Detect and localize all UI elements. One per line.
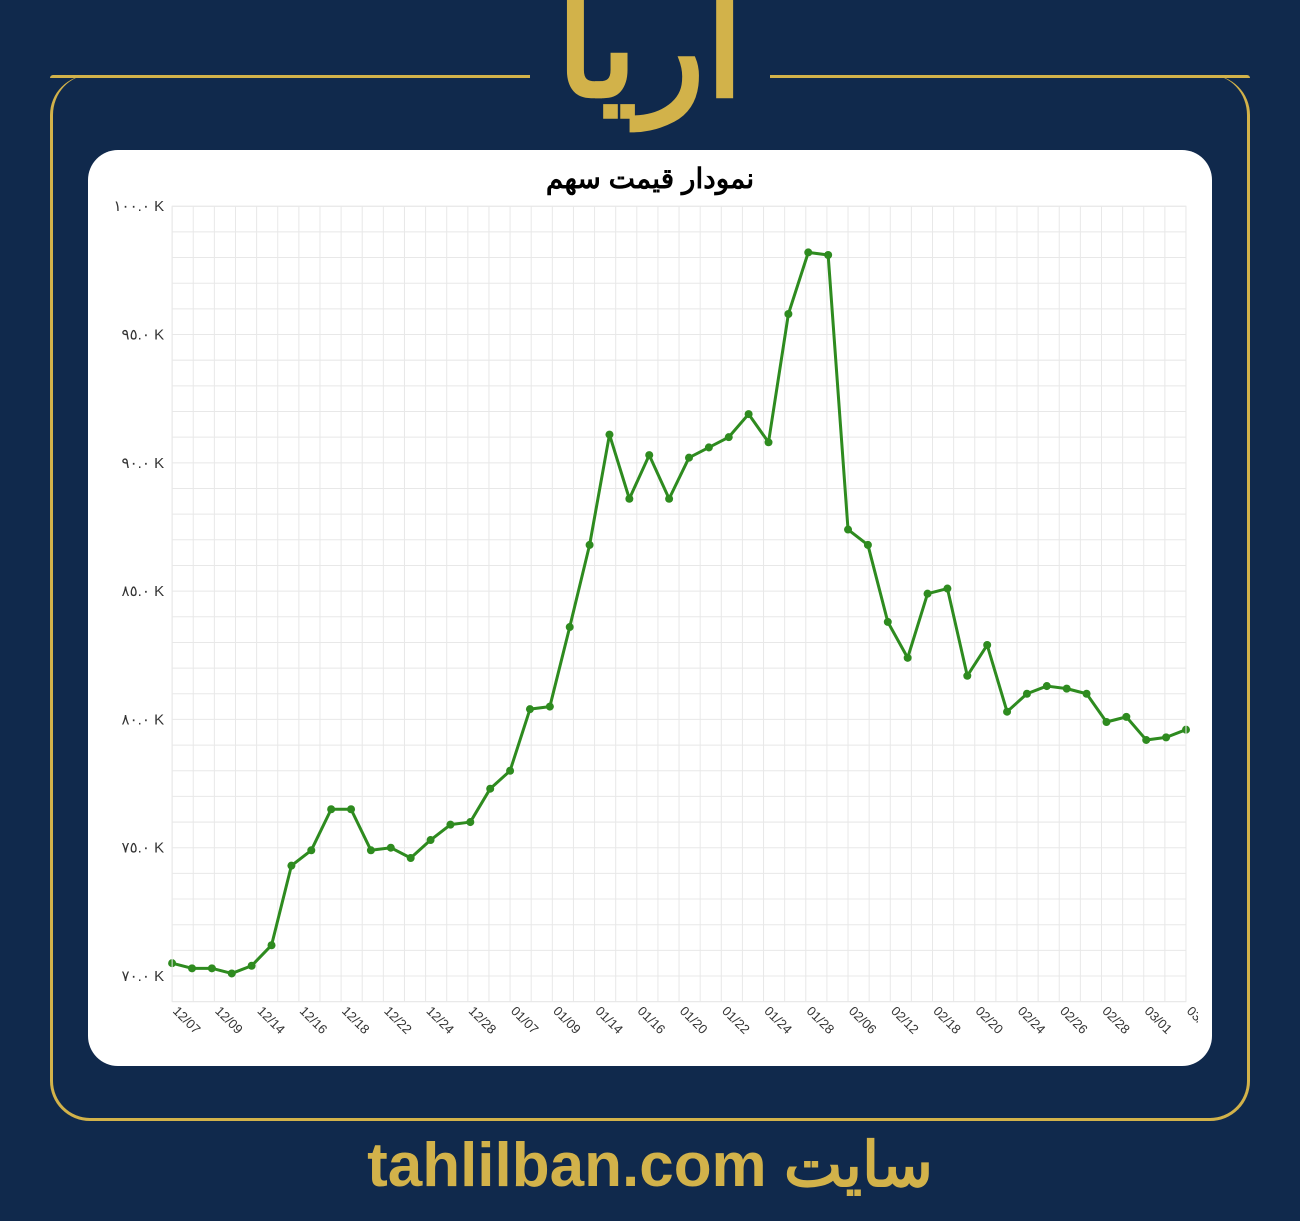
svg-text:12/14: 12/14	[254, 1003, 288, 1037]
footer-text: سایت tahlilban.com	[0, 1128, 1300, 1201]
svg-text:٧٥.٠ K: ٧٥.٠ K	[122, 840, 165, 857]
price-line-chart: ٧٠.٠ K ٧٥.٠ K ٨٠.٠ K ٨٥.٠ K ٩٠.٠ K ٩٥.٠ K ١٠٠.…	[102, 199, 1198, 1058]
svg-text:02/18: 02/18	[930, 1003, 964, 1037]
svg-text:02/12: 02/12	[888, 1003, 922, 1037]
svg-text:01/28: 01/28	[804, 1003, 838, 1037]
svg-text:01/24: 01/24	[761, 1003, 795, 1037]
svg-text:02/06: 02/06	[846, 1003, 880, 1037]
svg-text:١٠٠.٠ K: ١٠٠.٠ K	[113, 199, 164, 215]
svg-text:12/18: 12/18	[339, 1003, 373, 1037]
svg-text:12/24: 12/24	[423, 1003, 457, 1037]
svg-text:12/07: 12/07	[170, 1003, 204, 1037]
svg-text:02/24: 02/24	[1015, 1003, 1049, 1037]
svg-text:01/20: 01/20	[677, 1003, 711, 1037]
svg-text:01/14: 01/14	[592, 1003, 626, 1037]
svg-text:01/22: 01/22	[719, 1003, 753, 1037]
svg-text:01/09: 01/09	[550, 1003, 584, 1037]
svg-text:02/20: 02/20	[973, 1003, 1007, 1037]
svg-text:٩٥.٠ K: ٩٥.٠ K	[122, 327, 165, 344]
chart-title: نمودار قیمت سهم	[102, 162, 1198, 195]
svg-text:02/28: 02/28	[1099, 1003, 1133, 1037]
svg-text:٨٠.٠ K: ٨٠.٠ K	[122, 711, 165, 728]
svg-text:12/16: 12/16	[297, 1003, 331, 1037]
svg-text:12/28: 12/28	[466, 1003, 500, 1037]
svg-text:12/09: 12/09	[212, 1003, 246, 1037]
chart-plot-area: ٧٠.٠ K ٧٥.٠ K ٨٠.٠ K ٨٥.٠ K ٩٠.٠ K ٩٥.٠ K ١٠٠.…	[102, 199, 1198, 1058]
footer-prefix: سایت	[784, 1131, 933, 1200]
svg-text:٧٠.٠ K: ٧٠.٠ K	[122, 968, 165, 985]
footer-site-url: tahlilban.com	[367, 1131, 767, 1200]
svg-text:٩٠.٠ K: ٩٠.٠ K	[122, 455, 165, 472]
svg-text:03/01: 03/01	[1142, 1003, 1176, 1037]
svg-text:03/03: 03/03	[1184, 1003, 1198, 1037]
svg-text:01/07: 01/07	[508, 1003, 542, 1037]
svg-text:٨٥.٠ K: ٨٥.٠ K	[122, 583, 165, 600]
svg-text:12/22: 12/22	[381, 1003, 415, 1037]
chart-card: نمودار قیمت سهم ٧٠.٠ K ٧٥.٠ K ٨٠.٠ K ٨٥.٠ K…	[88, 150, 1212, 1066]
svg-text:01/16: 01/16	[635, 1003, 669, 1037]
svg-text:02/26: 02/26	[1057, 1003, 1091, 1037]
